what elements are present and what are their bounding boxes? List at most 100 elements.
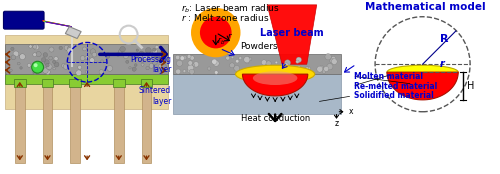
- FancyBboxPatch shape: [173, 54, 342, 74]
- Circle shape: [244, 57, 250, 63]
- Circle shape: [176, 55, 180, 60]
- Circle shape: [152, 59, 158, 65]
- Circle shape: [226, 56, 230, 60]
- Circle shape: [54, 57, 58, 61]
- Circle shape: [192, 64, 194, 66]
- Circle shape: [188, 61, 192, 65]
- Circle shape: [296, 60, 299, 63]
- Circle shape: [322, 70, 326, 73]
- FancyBboxPatch shape: [4, 11, 44, 29]
- Circle shape: [116, 53, 120, 56]
- Circle shape: [34, 45, 39, 50]
- Circle shape: [136, 49, 138, 51]
- Circle shape: [162, 64, 166, 69]
- Circle shape: [28, 64, 31, 67]
- Circle shape: [262, 66, 266, 71]
- Circle shape: [107, 66, 112, 71]
- FancyBboxPatch shape: [5, 44, 168, 74]
- Circle shape: [149, 64, 154, 68]
- Circle shape: [298, 65, 300, 68]
- Circle shape: [138, 53, 143, 58]
- Circle shape: [146, 48, 151, 53]
- Circle shape: [320, 66, 324, 69]
- Circle shape: [76, 70, 82, 76]
- Circle shape: [36, 52, 41, 57]
- Polygon shape: [66, 27, 81, 38]
- Circle shape: [34, 66, 37, 70]
- Circle shape: [266, 61, 271, 66]
- Circle shape: [208, 67, 210, 70]
- Circle shape: [118, 50, 122, 53]
- Circle shape: [324, 66, 328, 72]
- Circle shape: [94, 61, 97, 64]
- Circle shape: [11, 55, 16, 60]
- Circle shape: [118, 51, 123, 55]
- Circle shape: [155, 45, 158, 49]
- FancyBboxPatch shape: [5, 35, 168, 109]
- Circle shape: [11, 47, 14, 50]
- Text: Sintered
layer: Sintered layer: [139, 86, 171, 106]
- Circle shape: [99, 70, 103, 74]
- Circle shape: [42, 58, 46, 62]
- Circle shape: [150, 57, 154, 62]
- Circle shape: [188, 67, 194, 73]
- Circle shape: [53, 68, 56, 70]
- Circle shape: [154, 55, 160, 60]
- Circle shape: [141, 60, 144, 62]
- Polygon shape: [242, 74, 308, 96]
- Circle shape: [18, 62, 20, 65]
- Circle shape: [90, 49, 96, 54]
- Text: $r$ : Melt zone radius: $r$ : Melt zone radius: [181, 12, 270, 23]
- Circle shape: [188, 65, 194, 71]
- Circle shape: [152, 48, 156, 51]
- Circle shape: [158, 64, 162, 69]
- Text: R: R: [440, 34, 448, 44]
- Circle shape: [100, 60, 103, 63]
- Circle shape: [64, 45, 69, 50]
- Circle shape: [214, 71, 218, 74]
- Ellipse shape: [236, 65, 314, 83]
- FancyBboxPatch shape: [42, 79, 54, 87]
- Circle shape: [126, 60, 129, 63]
- Text: r: r: [440, 59, 445, 69]
- Circle shape: [54, 62, 59, 67]
- Circle shape: [293, 70, 298, 75]
- Circle shape: [262, 60, 266, 65]
- Text: Re-melted material: Re-melted material: [354, 81, 438, 90]
- FancyBboxPatch shape: [142, 84, 152, 163]
- Text: z: z: [334, 119, 338, 128]
- Circle shape: [20, 67, 22, 69]
- Circle shape: [296, 57, 302, 63]
- Circle shape: [62, 64, 66, 68]
- Circle shape: [230, 63, 234, 68]
- Circle shape: [120, 46, 126, 52]
- Circle shape: [141, 63, 144, 66]
- Text: Mathematical model: Mathematical model: [365, 2, 486, 12]
- Circle shape: [327, 64, 333, 70]
- Circle shape: [43, 53, 48, 57]
- Circle shape: [80, 56, 85, 61]
- Circle shape: [182, 56, 187, 60]
- Circle shape: [134, 64, 137, 66]
- Circle shape: [308, 67, 310, 70]
- Circle shape: [333, 60, 336, 62]
- Circle shape: [266, 68, 272, 74]
- FancyBboxPatch shape: [15, 84, 24, 163]
- Circle shape: [239, 57, 242, 60]
- Circle shape: [78, 65, 82, 69]
- Polygon shape: [387, 72, 458, 100]
- Circle shape: [20, 54, 26, 60]
- FancyBboxPatch shape: [5, 74, 168, 84]
- Circle shape: [244, 59, 248, 62]
- Circle shape: [33, 71, 37, 75]
- Text: $r_b$: Laser beam radius: $r_b$: Laser beam radius: [181, 3, 280, 15]
- Circle shape: [132, 67, 136, 71]
- Circle shape: [187, 55, 191, 58]
- Circle shape: [152, 49, 158, 54]
- Circle shape: [33, 53, 36, 57]
- Circle shape: [280, 64, 285, 69]
- Circle shape: [106, 54, 110, 58]
- Circle shape: [317, 66, 323, 72]
- Circle shape: [251, 69, 255, 74]
- Circle shape: [85, 56, 89, 60]
